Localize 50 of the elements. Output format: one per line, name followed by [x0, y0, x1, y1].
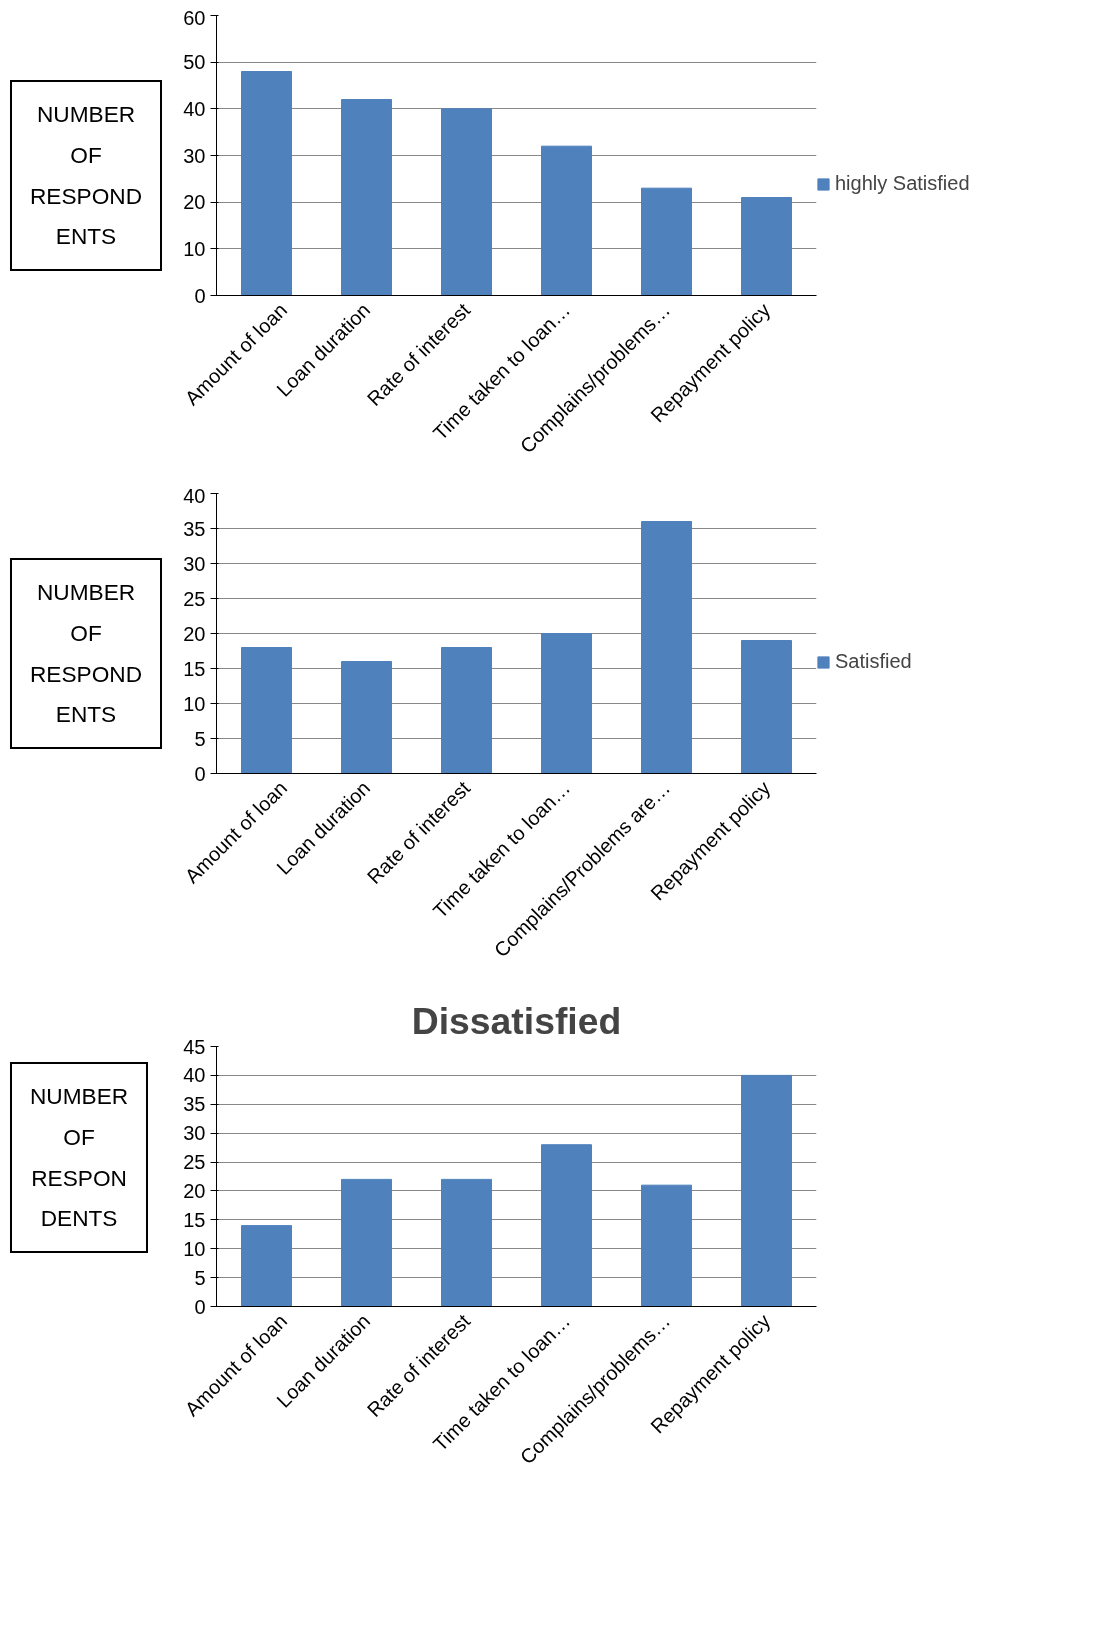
y-tick-label: 30: [183, 1122, 206, 1145]
y-tick-label: 40: [183, 97, 206, 120]
y-tick-label: 25: [183, 587, 206, 610]
y-axis-title: NUMBER OF RESPOND ENTS: [10, 80, 163, 272]
bar: [641, 1184, 692, 1307]
y-tick-label: 10: [183, 1237, 206, 1260]
bar: [541, 145, 592, 296]
y-tick-label: 0: [194, 284, 206, 307]
y-axis-title: NUMBER OF RESPOND ENTS: [10, 558, 163, 750]
bar: [541, 1144, 592, 1307]
y-tick-label: 20: [183, 1179, 206, 1202]
bar: [241, 1225, 292, 1307]
y-tick-label: 0: [194, 1295, 206, 1318]
bar: [341, 99, 392, 296]
legend-label: Satisfied: [835, 650, 912, 673]
y-tick-label: 60: [183, 6, 206, 29]
y-tick-label: 10: [183, 237, 206, 260]
y-tick-label: 25: [183, 1151, 206, 1174]
bar: [441, 647, 492, 774]
bar: [641, 187, 692, 296]
y-tick-label: 30: [183, 552, 206, 575]
chart-title: Dissatisfied: [411, 999, 622, 1042]
y-tick-label: 40: [183, 484, 206, 507]
y-tick-label: 40: [183, 1064, 206, 1087]
bar: [741, 197, 792, 296]
y-axis-title: NUMBER OF RESPON DENTS: [10, 1062, 149, 1254]
legend-label: highly Satisfied: [835, 172, 970, 195]
y-tick-label: 15: [183, 1208, 206, 1231]
bar: [441, 1178, 492, 1307]
bar: [241, 647, 292, 774]
bar: [741, 640, 792, 774]
bar: [741, 1074, 792, 1307]
bar: [241, 71, 292, 296]
bar: [641, 521, 692, 774]
bar: [341, 661, 392, 774]
bar: [341, 1178, 392, 1307]
bar: [441, 108, 492, 296]
y-tick-label: 20: [183, 191, 206, 214]
y-tick-label: 35: [183, 1093, 206, 1116]
y-tick-label: 5: [194, 727, 206, 750]
y-tick-label: 20: [183, 622, 206, 645]
bar: [541, 633, 592, 774]
y-tick-label: 45: [183, 1035, 206, 1058]
y-tick-label: 30: [183, 144, 206, 167]
y-tick-label: 10: [183, 692, 206, 715]
y-tick-label: 15: [183, 657, 206, 680]
y-tick-label: 50: [183, 51, 206, 74]
y-tick-label: 35: [183, 517, 206, 540]
y-tick-label: 5: [194, 1266, 206, 1289]
y-tick-label: 0: [194, 762, 206, 785]
